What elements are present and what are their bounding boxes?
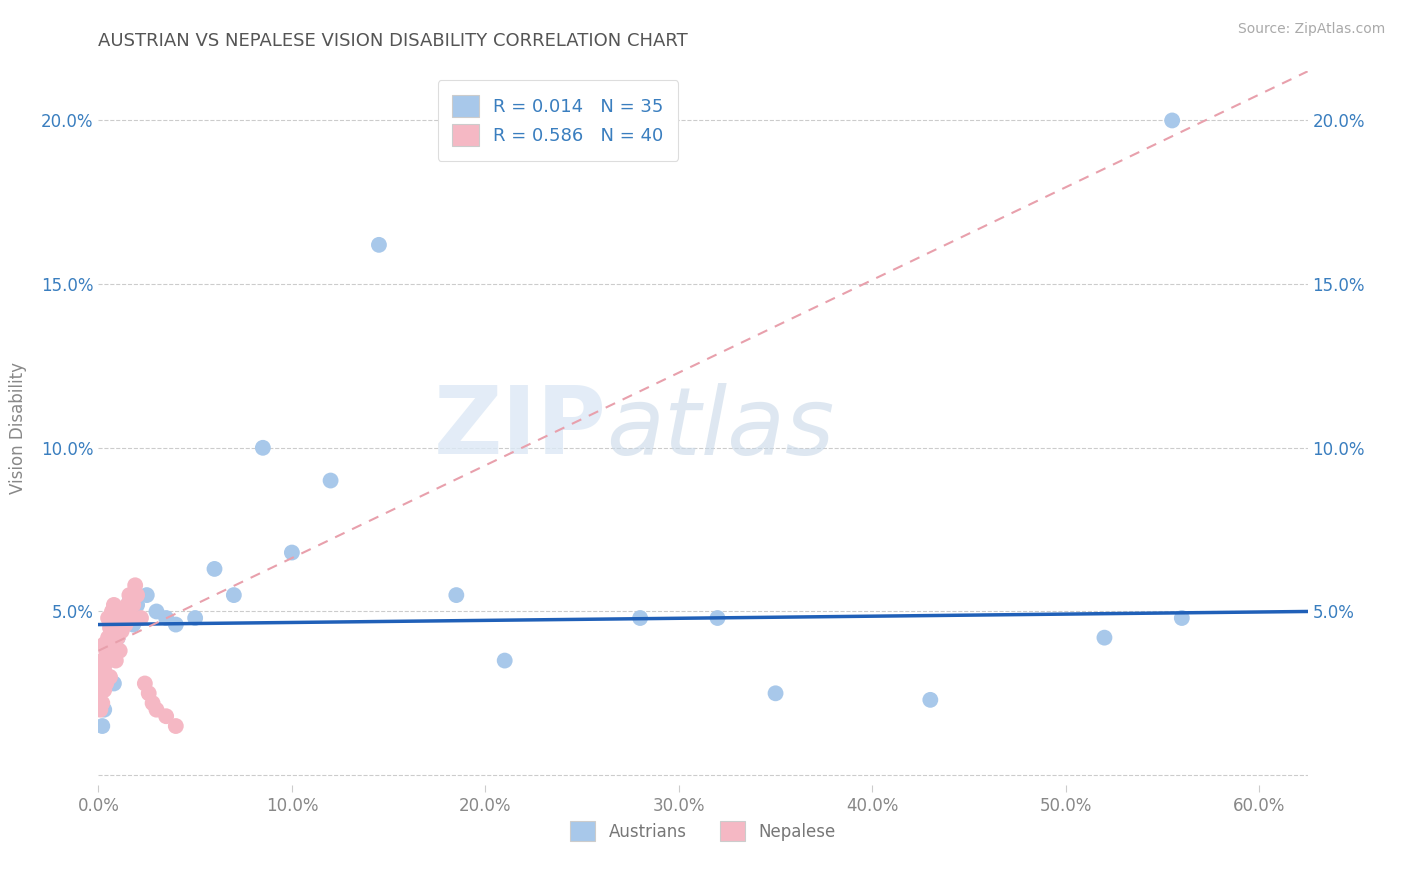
Point <box>98 621 121 635</box>
Point <box>93 703 115 717</box>
Point <box>114 611 136 625</box>
Point <box>155 611 177 625</box>
Point <box>107 631 129 645</box>
Point <box>127 598 149 612</box>
Point <box>91 719 114 733</box>
Point <box>89 686 111 700</box>
Point <box>117 598 139 612</box>
Point <box>124 578 146 592</box>
Point <box>111 605 134 619</box>
Point <box>96 676 118 690</box>
Point <box>122 617 145 632</box>
Point <box>1161 113 1184 128</box>
Text: Source: ZipAtlas.com: Source: ZipAtlas.com <box>1237 22 1385 37</box>
Point <box>97 654 120 668</box>
Point <box>108 644 131 658</box>
Point <box>103 598 125 612</box>
Point <box>252 441 274 455</box>
Point <box>101 605 124 619</box>
Point <box>118 594 141 608</box>
Point <box>98 637 121 651</box>
Point <box>89 676 111 690</box>
Point <box>628 611 651 625</box>
Legend: Austrians, Nepalese: Austrians, Nepalese <box>564 814 842 848</box>
Point <box>111 624 134 639</box>
Point <box>107 631 129 645</box>
Point <box>101 644 124 658</box>
Point <box>1171 611 1194 625</box>
Point <box>91 696 114 710</box>
Point <box>91 670 114 684</box>
Point <box>97 654 120 668</box>
Point <box>706 611 728 625</box>
Point <box>103 676 125 690</box>
Point <box>134 676 156 690</box>
Point <box>118 588 141 602</box>
Point <box>89 664 111 678</box>
Point <box>112 605 135 619</box>
Point <box>165 719 187 733</box>
Point <box>120 611 142 625</box>
Point <box>114 617 136 632</box>
Text: ZIP: ZIP <box>433 382 606 475</box>
Point <box>142 696 165 710</box>
Point <box>135 588 157 602</box>
Point <box>101 644 124 658</box>
Point <box>93 664 115 678</box>
Point <box>122 598 145 612</box>
Point <box>1094 631 1116 645</box>
Point <box>145 605 167 619</box>
Point <box>920 693 942 707</box>
Point <box>319 474 342 488</box>
Point <box>204 562 226 576</box>
Point <box>281 545 304 559</box>
Text: atlas: atlas <box>606 383 835 474</box>
Point <box>89 703 111 717</box>
Point <box>93 637 115 651</box>
Point <box>145 703 167 717</box>
Point <box>127 588 149 602</box>
Point <box>104 621 127 635</box>
Point <box>765 686 787 700</box>
Point <box>129 611 152 625</box>
Point <box>97 611 120 625</box>
Point <box>103 637 125 651</box>
Point <box>494 654 516 668</box>
Text: AUSTRIAN VS NEPALESE VISION DISABILITY CORRELATION CHART: AUSTRIAN VS NEPALESE VISION DISABILITY C… <box>98 32 688 50</box>
Point <box>165 617 187 632</box>
Point <box>98 670 121 684</box>
Point <box>97 631 120 645</box>
Point <box>155 709 177 723</box>
Point <box>96 644 118 658</box>
Point <box>184 611 207 625</box>
Point <box>138 686 160 700</box>
Point <box>368 237 391 252</box>
Point <box>222 588 245 602</box>
Point <box>93 683 115 698</box>
Point <box>446 588 468 602</box>
Y-axis label: Vision Disability: Vision Disability <box>10 362 27 494</box>
Point <box>107 611 129 625</box>
Point <box>91 654 114 668</box>
Point <box>104 654 127 668</box>
Point <box>96 670 118 684</box>
